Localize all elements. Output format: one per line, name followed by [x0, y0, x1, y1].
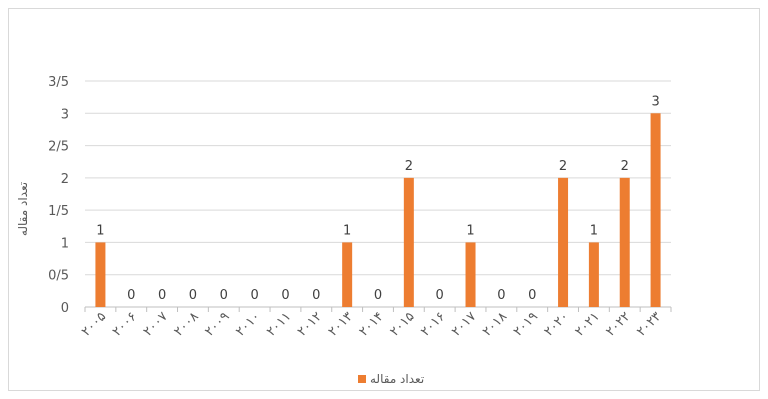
- bar-0: [95, 242, 106, 307]
- data-label: 0: [281, 288, 289, 303]
- x-tick-labels: ۲۰۰۵ ۲۰۰۶ ۲۰۰۷ ۲۰۰۸ ۲۰۰۹ ۲۰۱۰ ۲۰۱۱ ۲۰۱۲ ۲۰۱۳ ۲۰۱۴…: [79, 309, 665, 339]
- data-label: 0: [497, 288, 505, 303]
- y-tick-label: 3/5: [48, 75, 69, 90]
- x-tick-label: ۲۰۰۸: [171, 309, 201, 339]
- legend: تعداد مقاله: [358, 372, 424, 386]
- data-label: 1: [590, 223, 598, 238]
- chart-frame: 0 0/5 1 1/5 2 2/5 3 3/5 1 0 0 0 0 0 0 0 1 0 2 0 1 0 0 2 1 2 3 ۲۰۰…: [8, 8, 760, 391]
- data-label: 1: [343, 223, 351, 238]
- data-label: 0: [436, 288, 444, 303]
- x-tick-label: ۲۰۰۶: [110, 309, 140, 339]
- y-tick-label: 1/5: [48, 204, 69, 219]
- bar-17: [619, 177, 630, 307]
- data-label: 0: [528, 288, 536, 303]
- data-label: 2: [405, 159, 413, 174]
- legend-label: تعداد مقاله: [370, 372, 424, 386]
- x-axis: [84, 306, 672, 312]
- data-label: 1: [466, 223, 474, 238]
- x-tick-label: ۲۰۲۰: [542, 309, 572, 339]
- data-label: 0: [312, 288, 320, 303]
- y-axis-label: تعداد مقاله: [16, 182, 30, 236]
- data-label: 0: [374, 288, 382, 303]
- bar-10: [403, 177, 414, 307]
- x-tick-label: ۲۰۲۲: [603, 309, 633, 339]
- x-tick-label: ۲۰۰۹: [202, 309, 232, 339]
- data-label: 0: [220, 288, 228, 303]
- x-tick-label: ۲۰۲۱: [572, 309, 602, 339]
- bar-chart: 0 0/5 1 1/5 2 2/5 3 3/5 1 0 0 0 0 0 0 0 1 0 2 0 1 0 0 2 1 2 3 ۲۰۰…: [16, 75, 672, 386]
- bar-15: [558, 177, 569, 307]
- x-tick-label: ۲۰۱۹: [511, 309, 541, 339]
- bar-8: [342, 242, 353, 307]
- data-label: 0: [189, 288, 197, 303]
- x-tick-label: ۲۰۲۳: [634, 309, 664, 339]
- data-label: 2: [559, 159, 567, 174]
- x-tick-label: ۲۰۱۴: [356, 309, 386, 339]
- data-label: 0: [250, 288, 258, 303]
- gridlines: [85, 80, 671, 276]
- x-tick-label: ۲۰۱۶: [418, 309, 448, 339]
- y-tick-label: 1: [61, 236, 69, 251]
- data-label: 3: [651, 94, 659, 109]
- data-label: 2: [621, 159, 629, 174]
- x-tick-label: ۲۰۱۳: [326, 309, 356, 339]
- data-labels: 1 0 0 0 0 0 0 0 1 0 2 0 1 0 0 2 1 2 3: [96, 94, 659, 303]
- y-tick-label: 2: [61, 172, 69, 187]
- data-label: 1: [96, 223, 104, 238]
- data-label: 0: [127, 288, 135, 303]
- legend-swatch: [358, 375, 366, 383]
- x-tick-label: ۲۰۱۰: [233, 309, 263, 339]
- y-tick-labels: 0 0/5 1 1/5 2 2/5 3 3/5: [48, 75, 69, 316]
- x-tick-label: ۲۰۱۵: [387, 309, 417, 339]
- x-tick-label: ۲۰۱۱: [264, 309, 294, 339]
- y-tick-label: 3: [61, 107, 69, 122]
- x-tick-label: ۲۰۰۷: [141, 309, 171, 339]
- x-tick-label: ۲۰۱۷: [449, 309, 479, 339]
- x-tick-label: ۲۰۰۵: [79, 309, 109, 339]
- x-tick-label: ۲۰۱۲: [295, 309, 325, 339]
- y-tick-label: 0/5: [48, 269, 69, 284]
- data-label: 0: [158, 288, 166, 303]
- y-tick-label: 2/5: [48, 140, 69, 155]
- x-tick-label: ۲۰۱۸: [480, 309, 510, 339]
- bar-18: [650, 113, 661, 308]
- bars: [95, 113, 661, 308]
- bar-12: [465, 242, 476, 307]
- y-tick-label: 0: [61, 301, 69, 316]
- bar-16: [588, 242, 599, 307]
